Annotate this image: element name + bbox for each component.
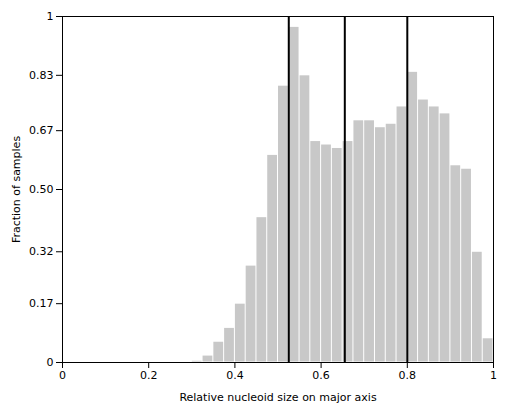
svg-text:0: 0 [59, 369, 66, 382]
svg-text:0.50: 0.50 [29, 183, 54, 196]
svg-text:0.83: 0.83 [29, 69, 54, 82]
svg-text:0.17: 0.17 [29, 297, 54, 310]
svg-text:0.32: 0.32 [29, 245, 54, 258]
svg-text:Relative nucleoid size on majo: Relative nucleoid size on major axis [179, 391, 377, 404]
svg-text:0.8: 0.8 [399, 369, 417, 382]
svg-text:0.67: 0.67 [29, 124, 54, 137]
svg-text:0.4: 0.4 [226, 369, 244, 382]
svg-text:1: 1 [490, 369, 497, 382]
svg-text:0.2: 0.2 [140, 369, 158, 382]
svg-text:1: 1 [47, 10, 54, 23]
svg-text:0: 0 [47, 356, 54, 369]
svg-text:0.6: 0.6 [312, 369, 330, 382]
svg-text:Fraction of samples: Fraction of samples [10, 136, 23, 243]
